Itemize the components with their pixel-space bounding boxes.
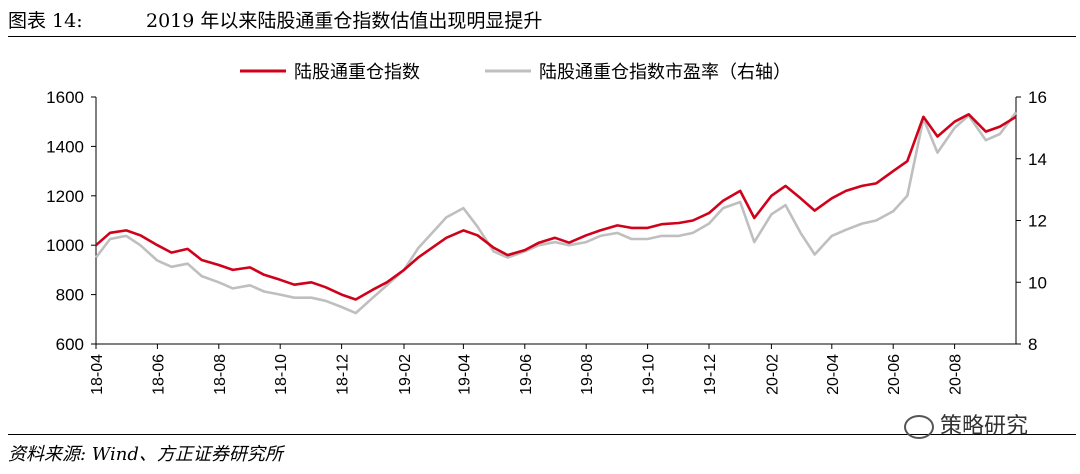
bottom-rule: [8, 434, 1076, 435]
source-note: 资料来源: Wind、方正证券研究所: [8, 444, 283, 465]
x-tick-label: 18-08: [212, 354, 229, 395]
x-tick-label: 20-02: [764, 354, 781, 395]
y-right-tick-label: 12: [1028, 212, 1047, 231]
figure-title-text: 2019 年以来陆股通重仓指数估值出现明显提升: [146, 10, 543, 32]
y-right-tick-label: 16: [1028, 88, 1047, 107]
y-left-tick-label: 1000: [46, 236, 84, 255]
x-tick-label: 20-06: [886, 354, 903, 395]
figure-label: 图表 14:: [8, 10, 83, 32]
figure-title: 图表 14: 2019 年以来陆股通重仓指数估值出现明显提升: [8, 6, 542, 33]
x-tick-label: 18-12: [335, 354, 352, 395]
wechat-icon: [904, 415, 934, 439]
y-left-tick-label: 1400: [46, 137, 84, 156]
watermark-text: 策略研究: [940, 414, 1029, 439]
x-tick-label: 18-04: [89, 354, 106, 395]
top-rule: [8, 36, 1076, 37]
legend-label: 陆股通重仓指数: [294, 62, 420, 83]
x-tick-label: 19-04: [456, 354, 473, 395]
y-left-tick-label: 1600: [46, 88, 84, 107]
x-tick-label: 19-06: [518, 354, 535, 395]
watermark: 策略研究: [904, 408, 1028, 440]
x-tick-label: 20-08: [948, 354, 965, 395]
y-right-tick-label: 10: [1028, 273, 1047, 292]
x-tick-label: 18-10: [273, 354, 290, 395]
x-tick-label: 19-10: [641, 354, 658, 395]
y-right-tick-label: 8: [1028, 335, 1037, 354]
legend-label: 陆股通重仓指数市盈率（右轴）: [539, 62, 791, 83]
x-tick-label: 18-06: [150, 354, 167, 395]
x-tick-label: 19-02: [397, 354, 414, 395]
y-left-tick-label: 1200: [46, 187, 84, 206]
series-line-pe: [94, 111, 1018, 315]
x-tick-label: 20-04: [825, 354, 842, 395]
x-tick-label: 19-12: [702, 354, 719, 395]
x-tick-label: 19-08: [579, 354, 596, 395]
series-line-index: [95, 113, 1017, 301]
y-left-tick-label: 600: [56, 335, 84, 354]
y-right-tick-label: 14: [1028, 150, 1047, 169]
y-left-tick-label: 800: [56, 286, 84, 305]
